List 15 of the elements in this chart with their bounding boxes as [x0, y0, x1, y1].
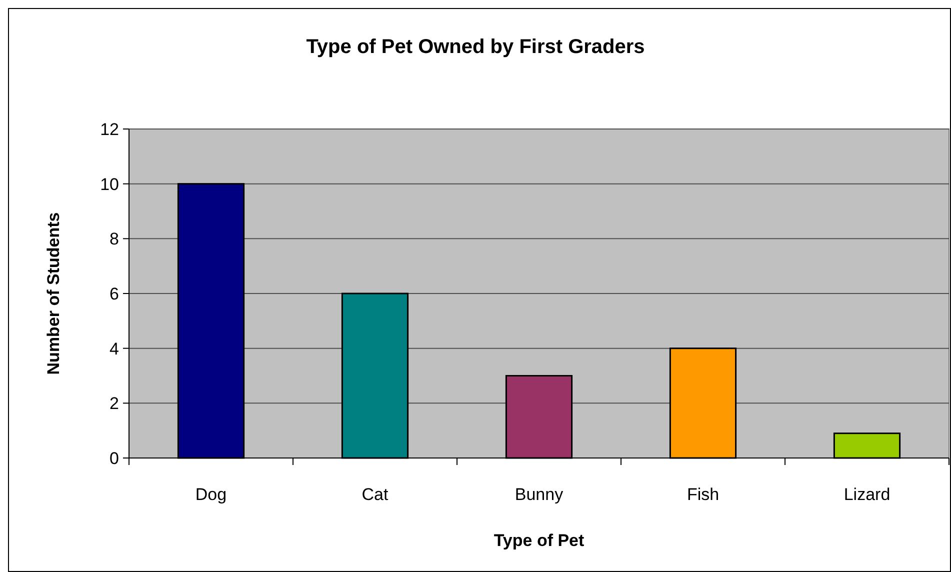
y-tick-label: 6: [110, 284, 119, 304]
y-axis-title: Number of Students: [44, 212, 63, 375]
x-tick-label: Lizard: [844, 485, 890, 504]
y-tick-label: 12: [100, 120, 119, 139]
x-axis-title: Type of Pet: [494, 531, 585, 550]
y-tick-label: 0: [110, 448, 119, 468]
y-tick-label: 4: [110, 339, 119, 358]
y-tick-label: 8: [110, 230, 119, 249]
x-tick-label: Fish: [686, 485, 720, 504]
x-tick-label: Bunny: [514, 485, 564, 504]
chart-title: Type of Pet Owned by First Graders: [306, 36, 645, 58]
y-tick-label: 10: [100, 174, 119, 194]
x-tick-label: Dog: [195, 485, 227, 504]
x-tick-label: Cat: [362, 485, 388, 504]
y-tick-label: 2: [110, 394, 119, 414]
